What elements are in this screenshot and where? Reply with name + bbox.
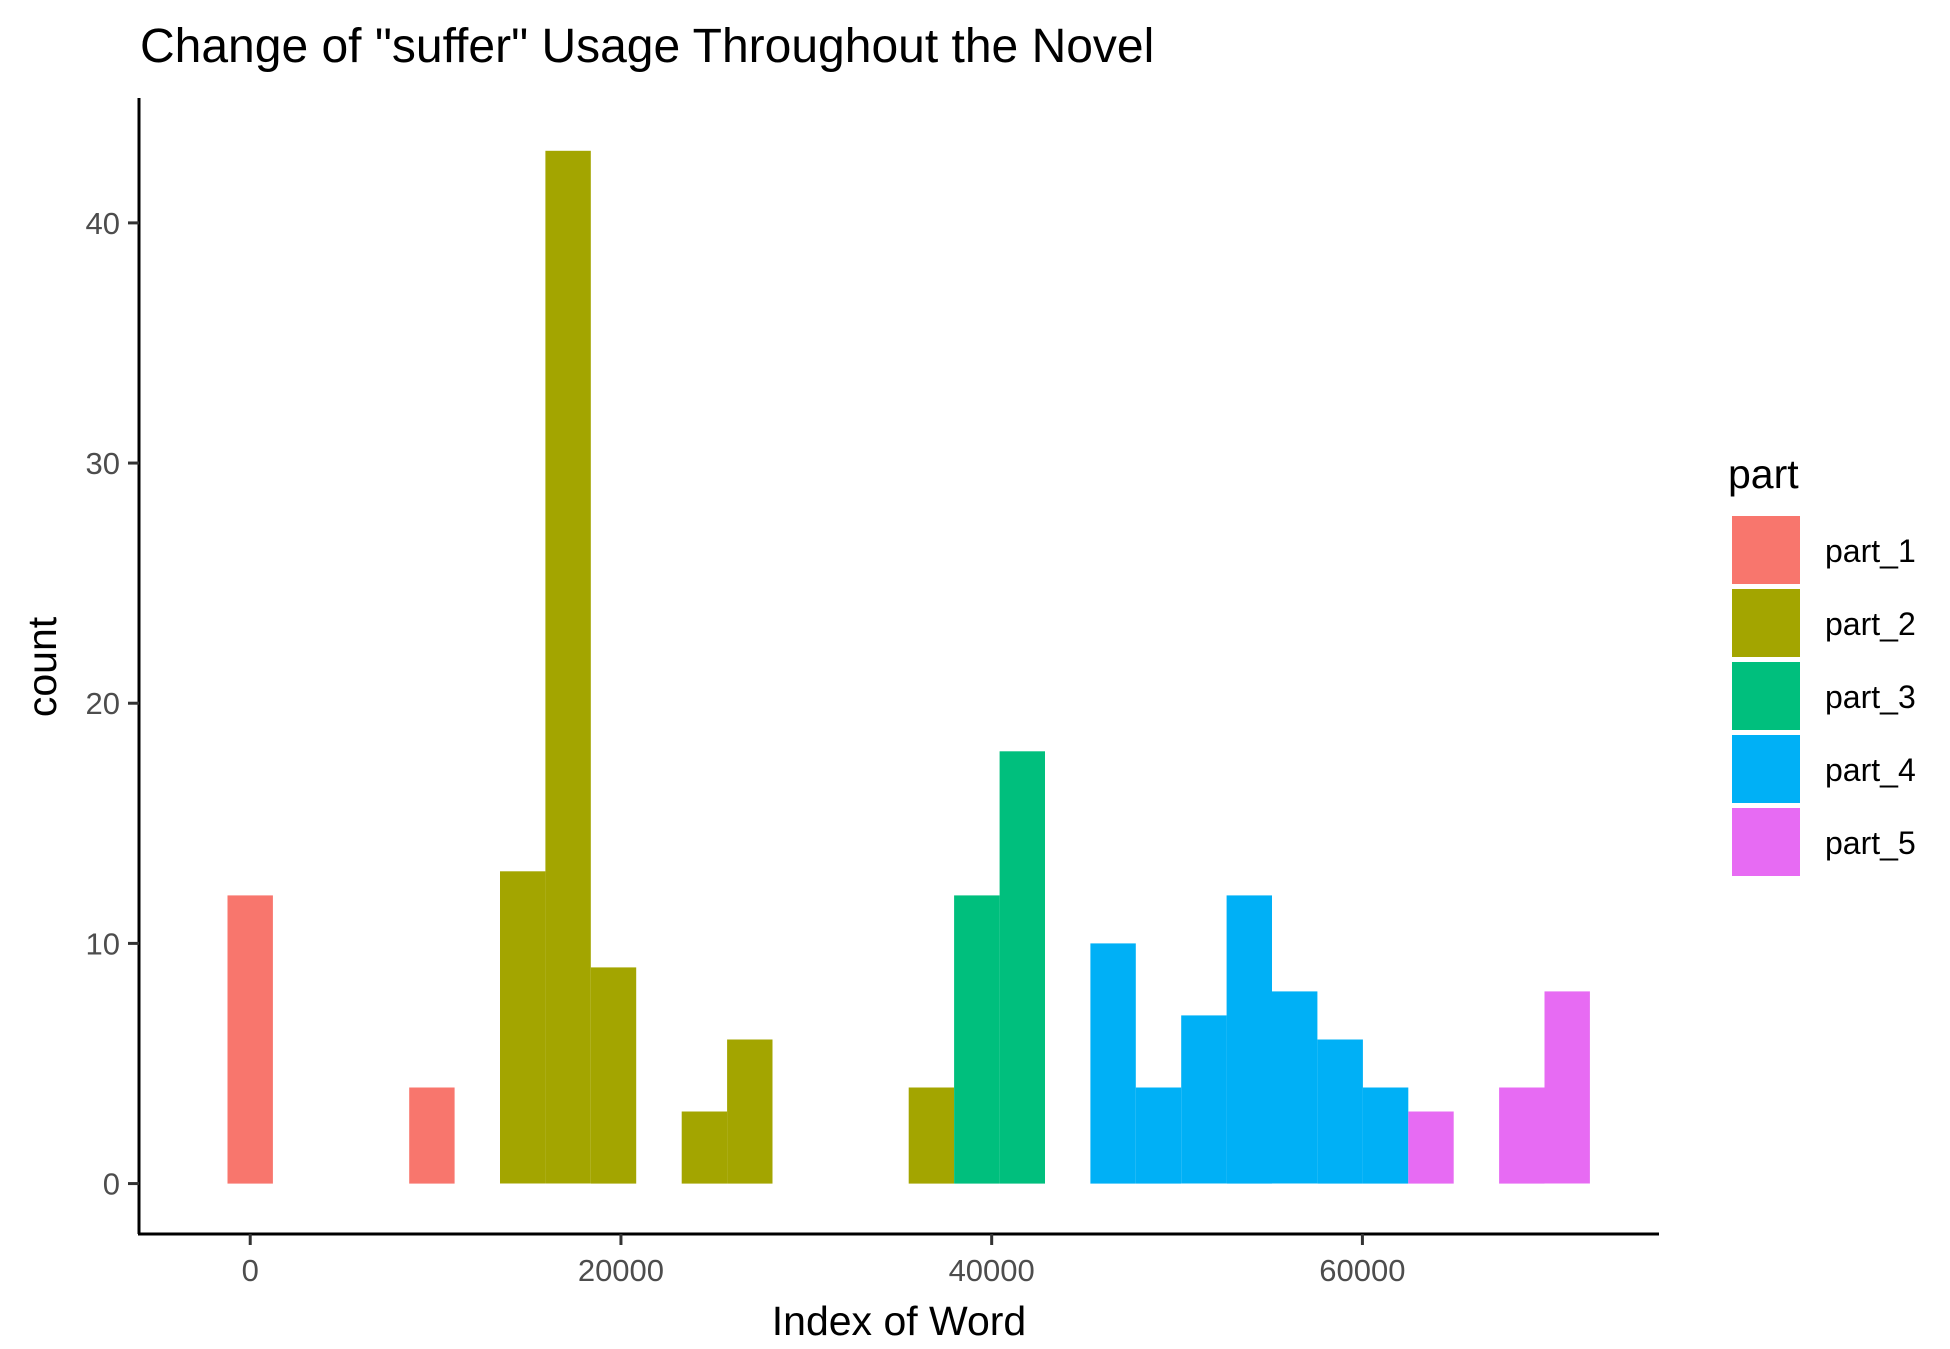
bar-part_4-49000 [1135, 1087, 1182, 1184]
bar-part_2-17150 [545, 150, 591, 1184]
legend-label-part_1: part_1 [1825, 533, 1916, 569]
y-tick-label: 30 [86, 446, 120, 481]
x-axis-title: Index of Word [772, 1298, 1027, 1344]
bar-part_4-58800 [1317, 1039, 1363, 1184]
bar-part_2-36750 [908, 1087, 955, 1184]
bar-part_4-53900 [1226, 895, 1272, 1184]
bar-part_1-0 [227, 895, 273, 1184]
y-tick-label: 10 [86, 926, 120, 961]
legend-label-part_5: part_5 [1825, 825, 1916, 861]
x-tick-label: 60000 [1319, 1253, 1405, 1288]
legend-key-part_5 [1732, 808, 1800, 876]
legend-label-part_4: part_4 [1825, 752, 1916, 788]
bar-part_2-24500 [681, 1111, 728, 1184]
bar-part_2-19600 [590, 967, 637, 1184]
bar-part_4-56350 [1272, 991, 1318, 1184]
legend-key-part_2 [1732, 589, 1800, 657]
y-tick-label: 0 [103, 1167, 120, 1202]
legend-title: part [1728, 451, 1799, 497]
bar-part_3-39200 [954, 895, 1000, 1184]
bar-part_3-41650 [999, 751, 1045, 1184]
bars-layer [227, 150, 1590, 1184]
x-tick-label: 0 [242, 1253, 259, 1288]
x-tick-label: 40000 [949, 1253, 1035, 1288]
y-axis-title: count [19, 616, 65, 717]
bar-part_4-51450 [1181, 1015, 1227, 1184]
bar-part_1-9800 [409, 1087, 455, 1184]
y-tick-label: 40 [86, 206, 120, 241]
legend-key-part_4 [1732, 735, 1800, 803]
bar-part_5-68600 [1499, 1087, 1545, 1184]
x-axis-ticks: 0 20000 40000 60000 [242, 1234, 1406, 1288]
legend: part part_1 part_2 part_3 part_4 part_5 [1728, 451, 1916, 876]
bar-part_2-26950 [727, 1039, 773, 1184]
y-axis-ticks: 0 10 20 30 40 [86, 206, 139, 1202]
y-tick-label: 20 [86, 686, 120, 721]
x-tick-label: 20000 [578, 1253, 664, 1288]
bar-part_4-46550 [1090, 943, 1136, 1184]
bar-part_5-63700 [1408, 1111, 1454, 1184]
legend-label-part_2: part_2 [1825, 606, 1916, 642]
bar-part_5-71050 [1544, 991, 1590, 1184]
legend-label-part_3: part_3 [1825, 679, 1916, 715]
chart-title: Change of "suffer" Usage Throughout the … [140, 20, 1154, 73]
bar-part_2-14700 [500, 871, 546, 1184]
legend-key-part_1 [1732, 516, 1800, 584]
bar-part_4-61250 [1362, 1087, 1409, 1184]
legend-key-part_3 [1732, 662, 1800, 730]
